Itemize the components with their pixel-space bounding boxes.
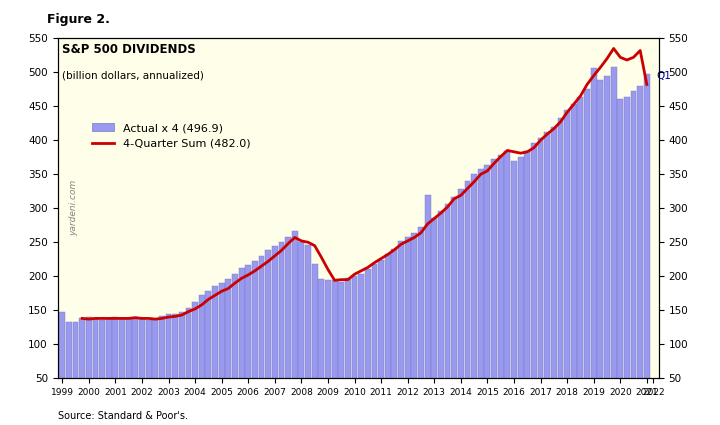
Bar [392, 249, 397, 412]
Text: Q1: Q1 [657, 71, 672, 81]
Bar [299, 242, 305, 412]
Bar [544, 132, 550, 412]
Bar [445, 204, 451, 412]
Bar [384, 255, 391, 412]
Bar [93, 318, 99, 412]
Bar [591, 68, 597, 412]
Bar [86, 317, 91, 412]
Bar [79, 318, 85, 412]
Bar [577, 97, 583, 412]
Bar [59, 312, 66, 412]
Bar [405, 237, 410, 412]
Bar [186, 308, 192, 412]
Bar [464, 181, 470, 412]
Bar [312, 264, 318, 412]
Bar [332, 280, 338, 412]
Bar [112, 317, 118, 412]
Bar [425, 195, 431, 412]
Bar [285, 237, 291, 412]
Text: S&P 500 DIVIDENDS: S&P 500 DIVIDENDS [63, 43, 196, 57]
Text: Figure 2.: Figure 2. [47, 13, 109, 26]
Legend: Actual x 4 (496.9), 4-Quarter Sum (482.0): Actual x 4 (496.9), 4-Quarter Sum (482.0… [87, 119, 255, 153]
Bar [132, 317, 138, 412]
Bar [345, 278, 351, 412]
Bar [325, 280, 331, 412]
Bar [239, 268, 245, 412]
Bar [491, 159, 497, 412]
Bar [451, 197, 457, 412]
Bar [305, 245, 311, 412]
Bar [318, 279, 324, 412]
Bar [106, 318, 112, 412]
Bar [365, 269, 371, 412]
Bar [478, 169, 484, 412]
Bar [485, 165, 490, 412]
Bar [139, 318, 145, 412]
Bar [225, 279, 231, 412]
Bar [551, 127, 557, 412]
Bar [192, 302, 198, 412]
Bar [498, 155, 503, 412]
Bar [598, 80, 603, 412]
Bar [372, 264, 377, 412]
Bar [279, 242, 284, 412]
Bar [411, 233, 418, 412]
Bar [351, 276, 357, 412]
Bar [505, 151, 510, 412]
Bar [66, 322, 72, 412]
Bar [246, 265, 251, 412]
Bar [438, 211, 444, 412]
Bar [524, 151, 530, 412]
Bar [172, 314, 178, 412]
Bar [179, 312, 185, 412]
Bar [458, 189, 464, 412]
Bar [511, 161, 517, 412]
Bar [564, 110, 570, 412]
Text: yardeni.com: yardeni.com [70, 180, 78, 236]
Bar [531, 143, 537, 412]
Bar [644, 74, 649, 412]
Bar [219, 283, 225, 412]
Bar [99, 320, 105, 412]
Bar [159, 316, 165, 412]
Bar [205, 291, 212, 412]
Bar [153, 320, 158, 412]
Text: Source: Standard & Poor's.: Source: Standard & Poor's. [58, 411, 188, 421]
Bar [292, 231, 297, 412]
Bar [119, 318, 125, 412]
Bar [631, 91, 636, 412]
Bar [518, 156, 523, 412]
Bar [637, 86, 643, 412]
Bar [145, 320, 151, 412]
Bar [471, 174, 477, 412]
Bar [418, 227, 424, 412]
Bar [359, 274, 364, 412]
Bar [538, 138, 544, 412]
Bar [166, 314, 171, 412]
Bar [338, 282, 344, 412]
Bar [571, 104, 577, 412]
Bar [252, 261, 258, 412]
Bar [431, 218, 437, 412]
Bar [584, 88, 590, 412]
Bar [73, 322, 78, 412]
Text: (billion dollars, annualized): (billion dollars, annualized) [63, 71, 204, 81]
Bar [604, 76, 610, 412]
Bar [199, 295, 204, 412]
Bar [624, 97, 630, 412]
Bar [258, 256, 264, 412]
Bar [617, 99, 624, 412]
Bar [611, 67, 616, 412]
Bar [398, 241, 404, 412]
Bar [232, 274, 238, 412]
Bar [378, 260, 384, 412]
Bar [126, 318, 132, 412]
Bar [557, 119, 564, 412]
Bar [265, 250, 271, 412]
Bar [212, 286, 218, 412]
Bar [272, 246, 278, 412]
